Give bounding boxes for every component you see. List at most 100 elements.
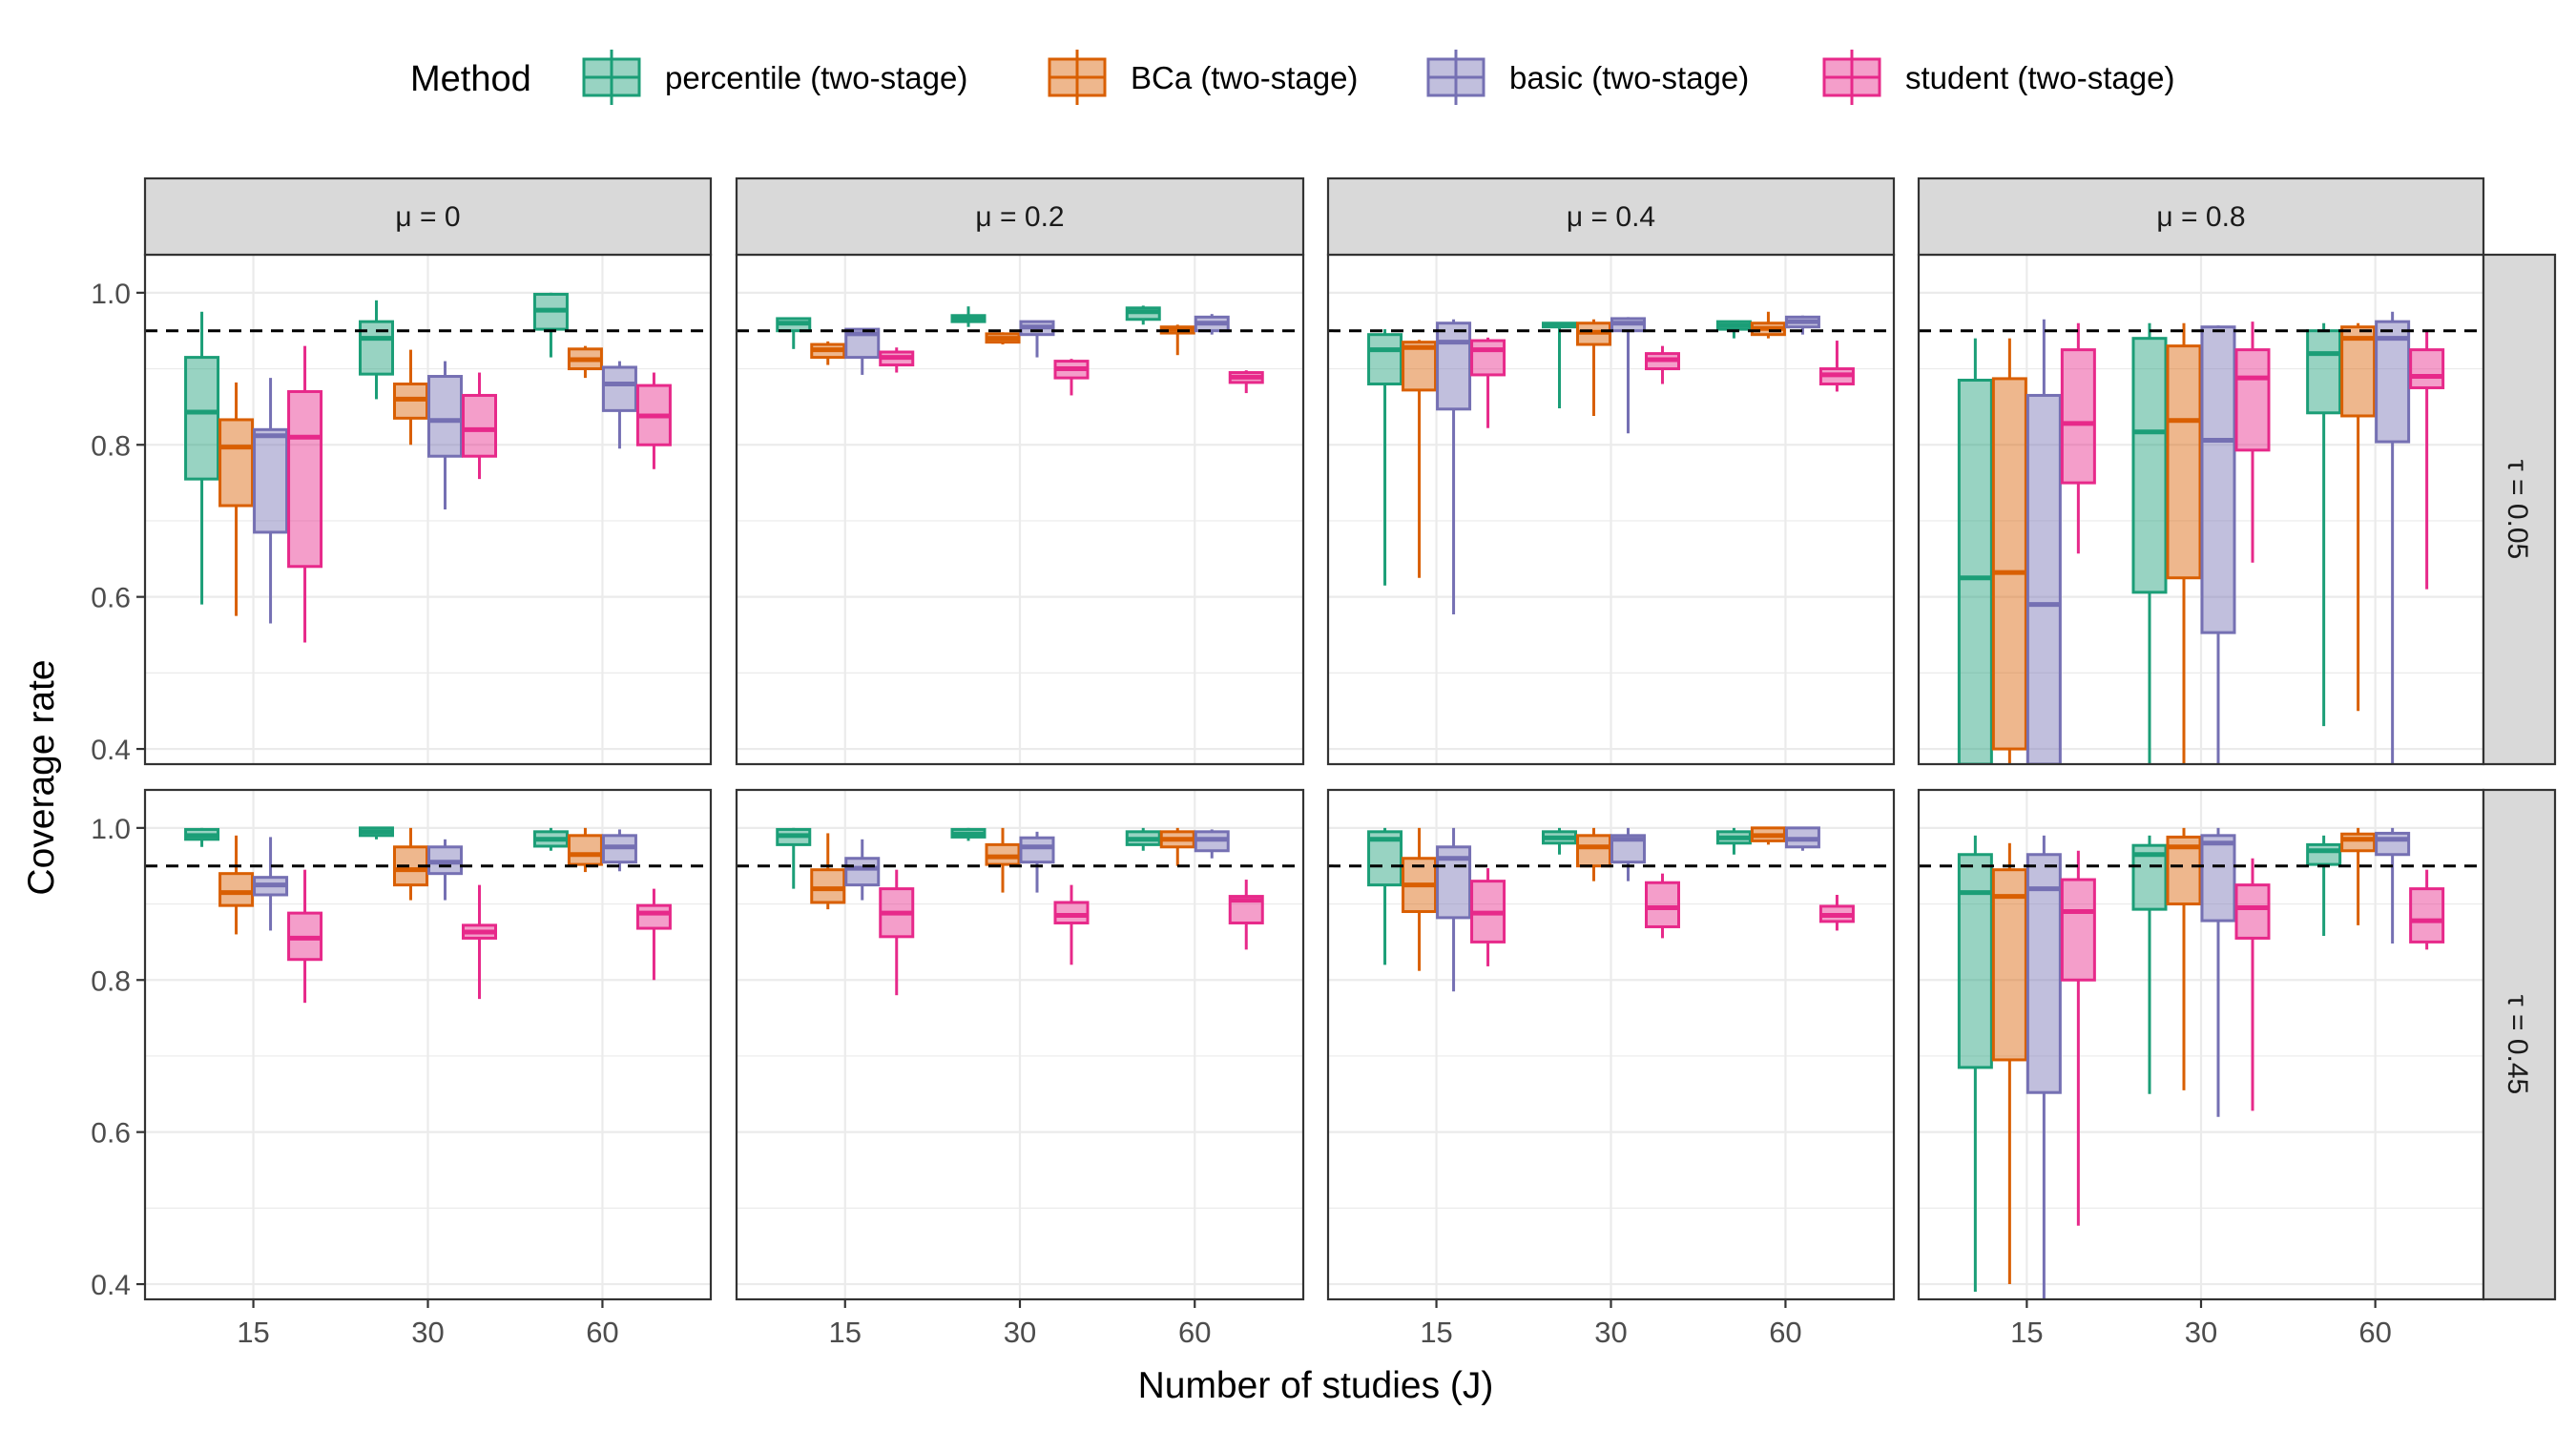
box-iqr <box>427 375 463 458</box>
row-strip-1: τ = 0.45 <box>2482 788 2557 1301</box>
box-percentile-two-stage-j15 <box>1367 827 1403 965</box>
box-percentile-two-stage-j15 <box>1957 835 1993 1293</box>
legend-item-label: percentile (two-stage) <box>665 60 967 95</box>
box-percentile-two-stage-j60 <box>1125 827 1161 851</box>
y-tick-label: 0.8 <box>91 965 131 997</box>
box-bca-two-stage-j60 <box>1159 827 1195 866</box>
panel-boxes <box>184 826 672 1004</box>
box-iqr <box>2131 337 2168 594</box>
panel-boxes <box>1957 311 2445 764</box>
box-iqr <box>218 872 255 907</box>
box-iqr <box>810 868 846 904</box>
strip-background <box>1326 176 1896 257</box>
box-percentile-two-stage-j15 <box>184 311 220 605</box>
x-tick-label: 30 <box>1594 1316 1627 1349</box>
y-tick-label: 0.8 <box>91 430 131 462</box>
column-strip-label: μ = 0.4 <box>1567 201 1655 233</box>
box-percentile-two-stage-j15 <box>776 827 812 889</box>
box-iqr <box>1470 339 1506 377</box>
box-iqr <box>2409 348 2445 389</box>
box-basic-two-stage-j30 <box>1610 317 1646 434</box>
box-basic-two-stage-j30 <box>2200 325 2236 764</box>
row-strip-0: τ = 0.05 <box>2482 253 2557 766</box>
box-basic-two-stage-j15 <box>253 837 289 931</box>
box-iqr <box>1402 341 1438 392</box>
panel-r1-c3: 15 30 60 <box>1917 788 2485 1349</box>
box-student-two-stage-j15 <box>1470 337 1506 428</box>
box-basic-two-stage-j60 <box>2375 827 2411 944</box>
x-tick-label: 30 <box>2185 1316 2217 1349</box>
box-bca-two-stage-j15 <box>1991 842 2027 1285</box>
box-iqr <box>184 356 220 481</box>
box-iqr <box>601 365 637 412</box>
box-percentile-two-stage-j60 <box>532 292 569 358</box>
panel-boxes <box>184 292 672 643</box>
box-percentile-two-stage-j60 <box>1125 305 1161 325</box>
box-student-two-stage-j60 <box>1228 370 1264 394</box>
box-basic-two-stage-j60 <box>601 361 637 449</box>
box-iqr <box>462 393 497 458</box>
x-tick-label: 60 <box>586 1316 618 1349</box>
box-bca-two-stage-j30 <box>2166 827 2202 1090</box>
box-student-two-stage-j30 <box>1053 884 1090 965</box>
box-percentile-two-stage-j30 <box>359 826 394 840</box>
box-percentile-two-stage-j60 <box>1715 320 1752 339</box>
box-iqr <box>2060 348 2096 485</box>
y-tick-label: 0.6 <box>91 1118 131 1150</box>
legend-item-label: basic (two-stage) <box>1509 60 1749 95</box>
box-basic-two-stage-j60 <box>601 829 637 872</box>
box-iqr <box>2306 329 2342 415</box>
box-student-two-stage-j15 <box>1470 868 1506 966</box>
box-iqr <box>2200 325 2236 634</box>
box-basic-two-stage-j60 <box>2375 311 2411 764</box>
panel-r0-c1 <box>735 253 1305 766</box>
box-percentile-two-stage-j60 <box>2306 835 2342 937</box>
x-tick-label: 30 <box>1004 1316 1036 1349</box>
facet-panels: 0.4 0.6 0.8 1.0 0.4 0.6 0.8 1.0 15 30 60 15 30 60 15 30… <box>91 253 2485 1349</box>
box-iqr <box>218 418 255 508</box>
y-tick-label: 1.0 <box>91 279 131 310</box>
box-student-two-stage-j60 <box>635 888 672 981</box>
box-iqr <box>1645 881 1680 928</box>
column-strip-3: μ = 0.8 <box>1917 176 2485 257</box>
x-axis-label: Number of studies (J) <box>1138 1365 1494 1406</box>
panel-r0-c0: 0.4 0.6 0.8 1.0 <box>91 253 713 766</box>
column-strip-2: μ = 0.4 <box>1326 176 1896 257</box>
box-iqr <box>1957 379 1993 764</box>
panel-boxes <box>1367 311 1855 614</box>
box-iqr <box>2060 878 2096 982</box>
legend-title: Method <box>410 59 531 99</box>
box-iqr <box>2375 831 2411 857</box>
box-student-two-stage-j30 <box>2234 858 2271 1111</box>
box-basic-two-stage-j15 <box>844 327 881 375</box>
box-percentile-two-stage-j30 <box>2131 322 2168 764</box>
box-iqr <box>1367 333 1403 385</box>
box-basic-two-stage-j15 <box>2025 319 2062 764</box>
strip-background <box>2482 788 2557 1301</box>
x-tick-label: 15 <box>237 1316 269 1349</box>
legend-item-percentile-two-stage: percentile (two-stage) <box>582 50 967 105</box>
strip-background <box>1917 176 2485 257</box>
axes: Number of studies (J) Coverage rate <box>21 659 1493 1406</box>
box-basic-two-stage-j15 <box>2025 835 2062 1299</box>
box-percentile-two-stage-j30 <box>950 827 987 841</box>
box-student-two-stage-j60 <box>2409 330 2445 590</box>
box-basic-two-stage-j60 <box>1784 315 1820 335</box>
panel-r0-c2 <box>1326 253 1896 766</box>
box-percentile-two-stage-j15 <box>1957 338 1993 764</box>
box-iqr <box>2234 348 2271 452</box>
box-bca-two-stage-j30 <box>1576 827 1611 881</box>
box-student-two-stage-j15 <box>287 869 323 1004</box>
box-student-two-stage-j15 <box>287 345 323 643</box>
box-bca-two-stage-j15 <box>218 835 255 935</box>
box-iqr <box>2306 842 2342 866</box>
box-bca-two-stage-j60 <box>1750 311 1786 339</box>
box-iqr <box>287 389 323 569</box>
box-student-two-stage-j60 <box>1818 341 1855 392</box>
box-student-two-stage-j60 <box>1818 894 1855 931</box>
panel-boxes <box>1367 826 1855 992</box>
box-iqr <box>635 903 672 930</box>
box-iqr <box>253 427 289 534</box>
box-student-two-stage-j30 <box>1645 345 1680 384</box>
